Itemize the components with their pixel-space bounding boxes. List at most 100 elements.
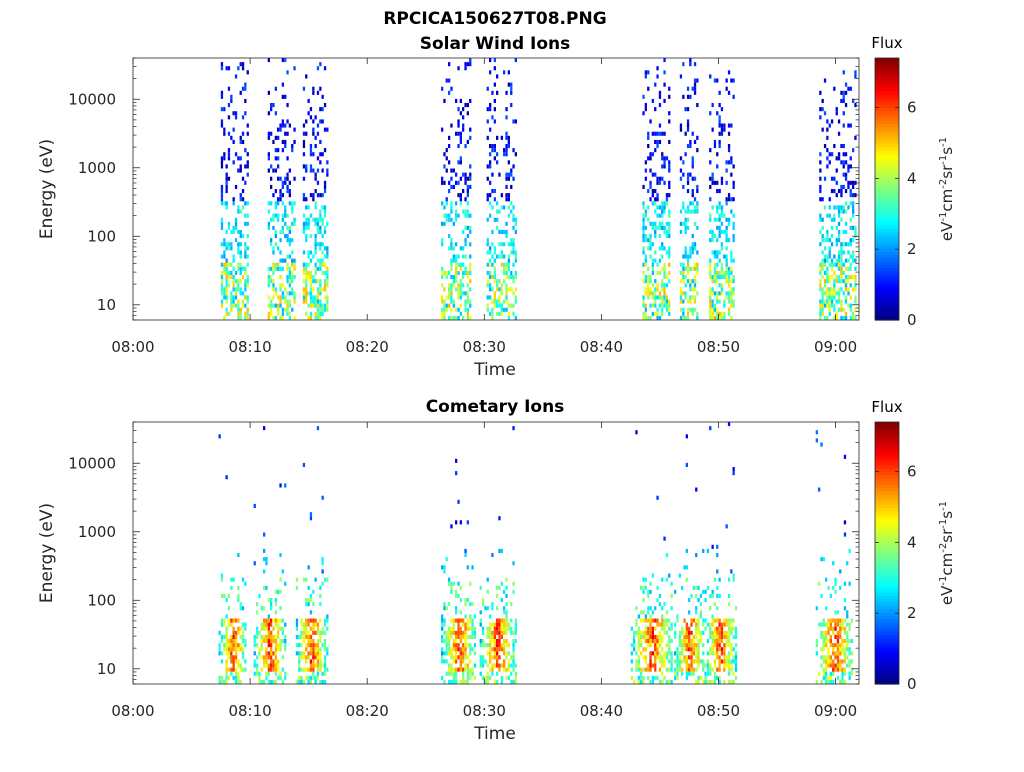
heatmap-cell — [319, 62, 322, 67]
heatmap-cell — [819, 283, 822, 288]
heatmap-cell — [649, 238, 652, 243]
heatmap-cell — [316, 667, 320, 672]
heatmap-cell — [496, 626, 499, 631]
colorbar-swatch — [875, 238, 899, 243]
heatmap-cell — [844, 229, 848, 234]
heatmap-cell — [237, 618, 240, 623]
heatmap-cell — [241, 176, 245, 181]
heatmap-cell — [830, 189, 834, 194]
heatmap-cell — [713, 279, 717, 284]
heatmap-cell — [314, 675, 317, 680]
heatmap-cell — [496, 647, 499, 652]
heatmap-cell — [668, 119, 671, 124]
heatmap-cell — [459, 667, 462, 672]
heatmap-cell — [309, 634, 313, 639]
colorbar-swatch — [875, 172, 899, 177]
heatmap-cell — [830, 291, 834, 296]
heatmap-cell — [223, 291, 226, 296]
heatmap-cell — [270, 659, 273, 664]
heatmap-cell — [284, 221, 287, 226]
x-tick-label: 08:30 — [463, 338, 506, 356]
heatmap-cell — [654, 250, 657, 255]
heatmap-cell — [512, 655, 515, 660]
heatmap-cell — [720, 287, 724, 292]
heatmap-cell — [716, 152, 719, 157]
heatmap-cell — [230, 307, 233, 312]
heatmap-cell — [267, 303, 270, 308]
heatmap-cell — [281, 123, 284, 128]
heatmap-cell — [265, 634, 268, 639]
heatmap-cell — [835, 111, 838, 116]
heatmap-cell — [321, 581, 324, 586]
heatmap-cell — [220, 225, 224, 230]
heatmap-cell — [459, 585, 462, 590]
heatmap-cell — [734, 634, 738, 639]
heatmap-cell — [668, 307, 671, 312]
heatmap-cell — [661, 225, 664, 230]
heatmap-cell — [727, 299, 731, 304]
heatmap-cell — [663, 160, 666, 165]
heatmap-cell — [692, 651, 695, 656]
heatmap-cell — [443, 565, 446, 570]
colorbar-swatch — [875, 74, 899, 79]
heatmap-cell — [234, 647, 238, 652]
heatmap-cell — [704, 618, 707, 623]
heatmap-cell — [647, 205, 650, 210]
heatmap-cell — [258, 679, 261, 684]
heatmap-cell — [505, 234, 508, 239]
heatmap-cell — [302, 164, 306, 169]
heatmap-cell — [267, 655, 270, 660]
heatmap-cell — [644, 626, 647, 631]
x-tick-label: 08:50 — [697, 338, 740, 356]
heatmap-cell — [225, 651, 228, 656]
heatmap-cell — [821, 303, 824, 308]
heatmap-cell — [316, 123, 320, 128]
heatmap-cell — [277, 311, 280, 316]
heatmap-cell — [841, 671, 844, 676]
colorbar-swatch — [875, 123, 899, 128]
heatmap-cell — [452, 279, 455, 284]
heatmap-cell — [661, 131, 664, 136]
heatmap-cell — [314, 651, 317, 656]
heatmap-cell — [323, 246, 327, 251]
heatmap-cell — [274, 622, 277, 627]
heatmap-cell — [225, 229, 228, 234]
heatmap-cell — [471, 622, 474, 627]
heatmap-cell — [830, 275, 834, 280]
heatmap-cell — [244, 287, 247, 292]
heatmap-cell — [225, 258, 228, 263]
heatmap-cell — [493, 148, 496, 153]
heatmap-cell — [326, 275, 329, 280]
heatmap-cell — [464, 299, 467, 304]
heatmap-cell — [837, 119, 841, 124]
heatmap-cell — [821, 311, 824, 316]
heatmap-cell — [319, 119, 322, 124]
heatmap-cell — [658, 180, 662, 185]
heatmap-cell — [505, 675, 508, 680]
heatmap-cell — [732, 279, 735, 284]
heatmap-cell — [230, 622, 233, 627]
heatmap-cell — [498, 647, 501, 652]
heatmap-cell — [844, 279, 848, 284]
colorbar-label: eV-1cm-2sr-1s-1 — [938, 137, 956, 241]
heatmap-cell — [227, 275, 231, 280]
heatmap-cell — [321, 311, 324, 316]
heatmap-cell — [679, 209, 683, 214]
y-tick-label: 1000 — [78, 159, 116, 177]
heatmap-cell — [319, 679, 322, 684]
heatmap-cell — [682, 299, 685, 304]
heatmap-cell — [709, 275, 712, 280]
heatmap-cell — [305, 164, 308, 169]
heatmap-cell — [274, 148, 277, 153]
colorbar-label-unit: eV — [938, 221, 956, 241]
heatmap-cell — [498, 626, 501, 631]
heatmap-cell — [837, 131, 841, 136]
heatmap-cell — [637, 626, 640, 631]
heatmap-cell — [298, 659, 301, 664]
colorbar-swatch — [875, 202, 899, 206]
colorbar-swatch — [875, 579, 899, 584]
heatmap-cell — [706, 667, 710, 672]
heatmap-cell — [256, 667, 259, 672]
heatmap-cell — [821, 197, 824, 202]
heatmap-cell — [234, 634, 238, 639]
